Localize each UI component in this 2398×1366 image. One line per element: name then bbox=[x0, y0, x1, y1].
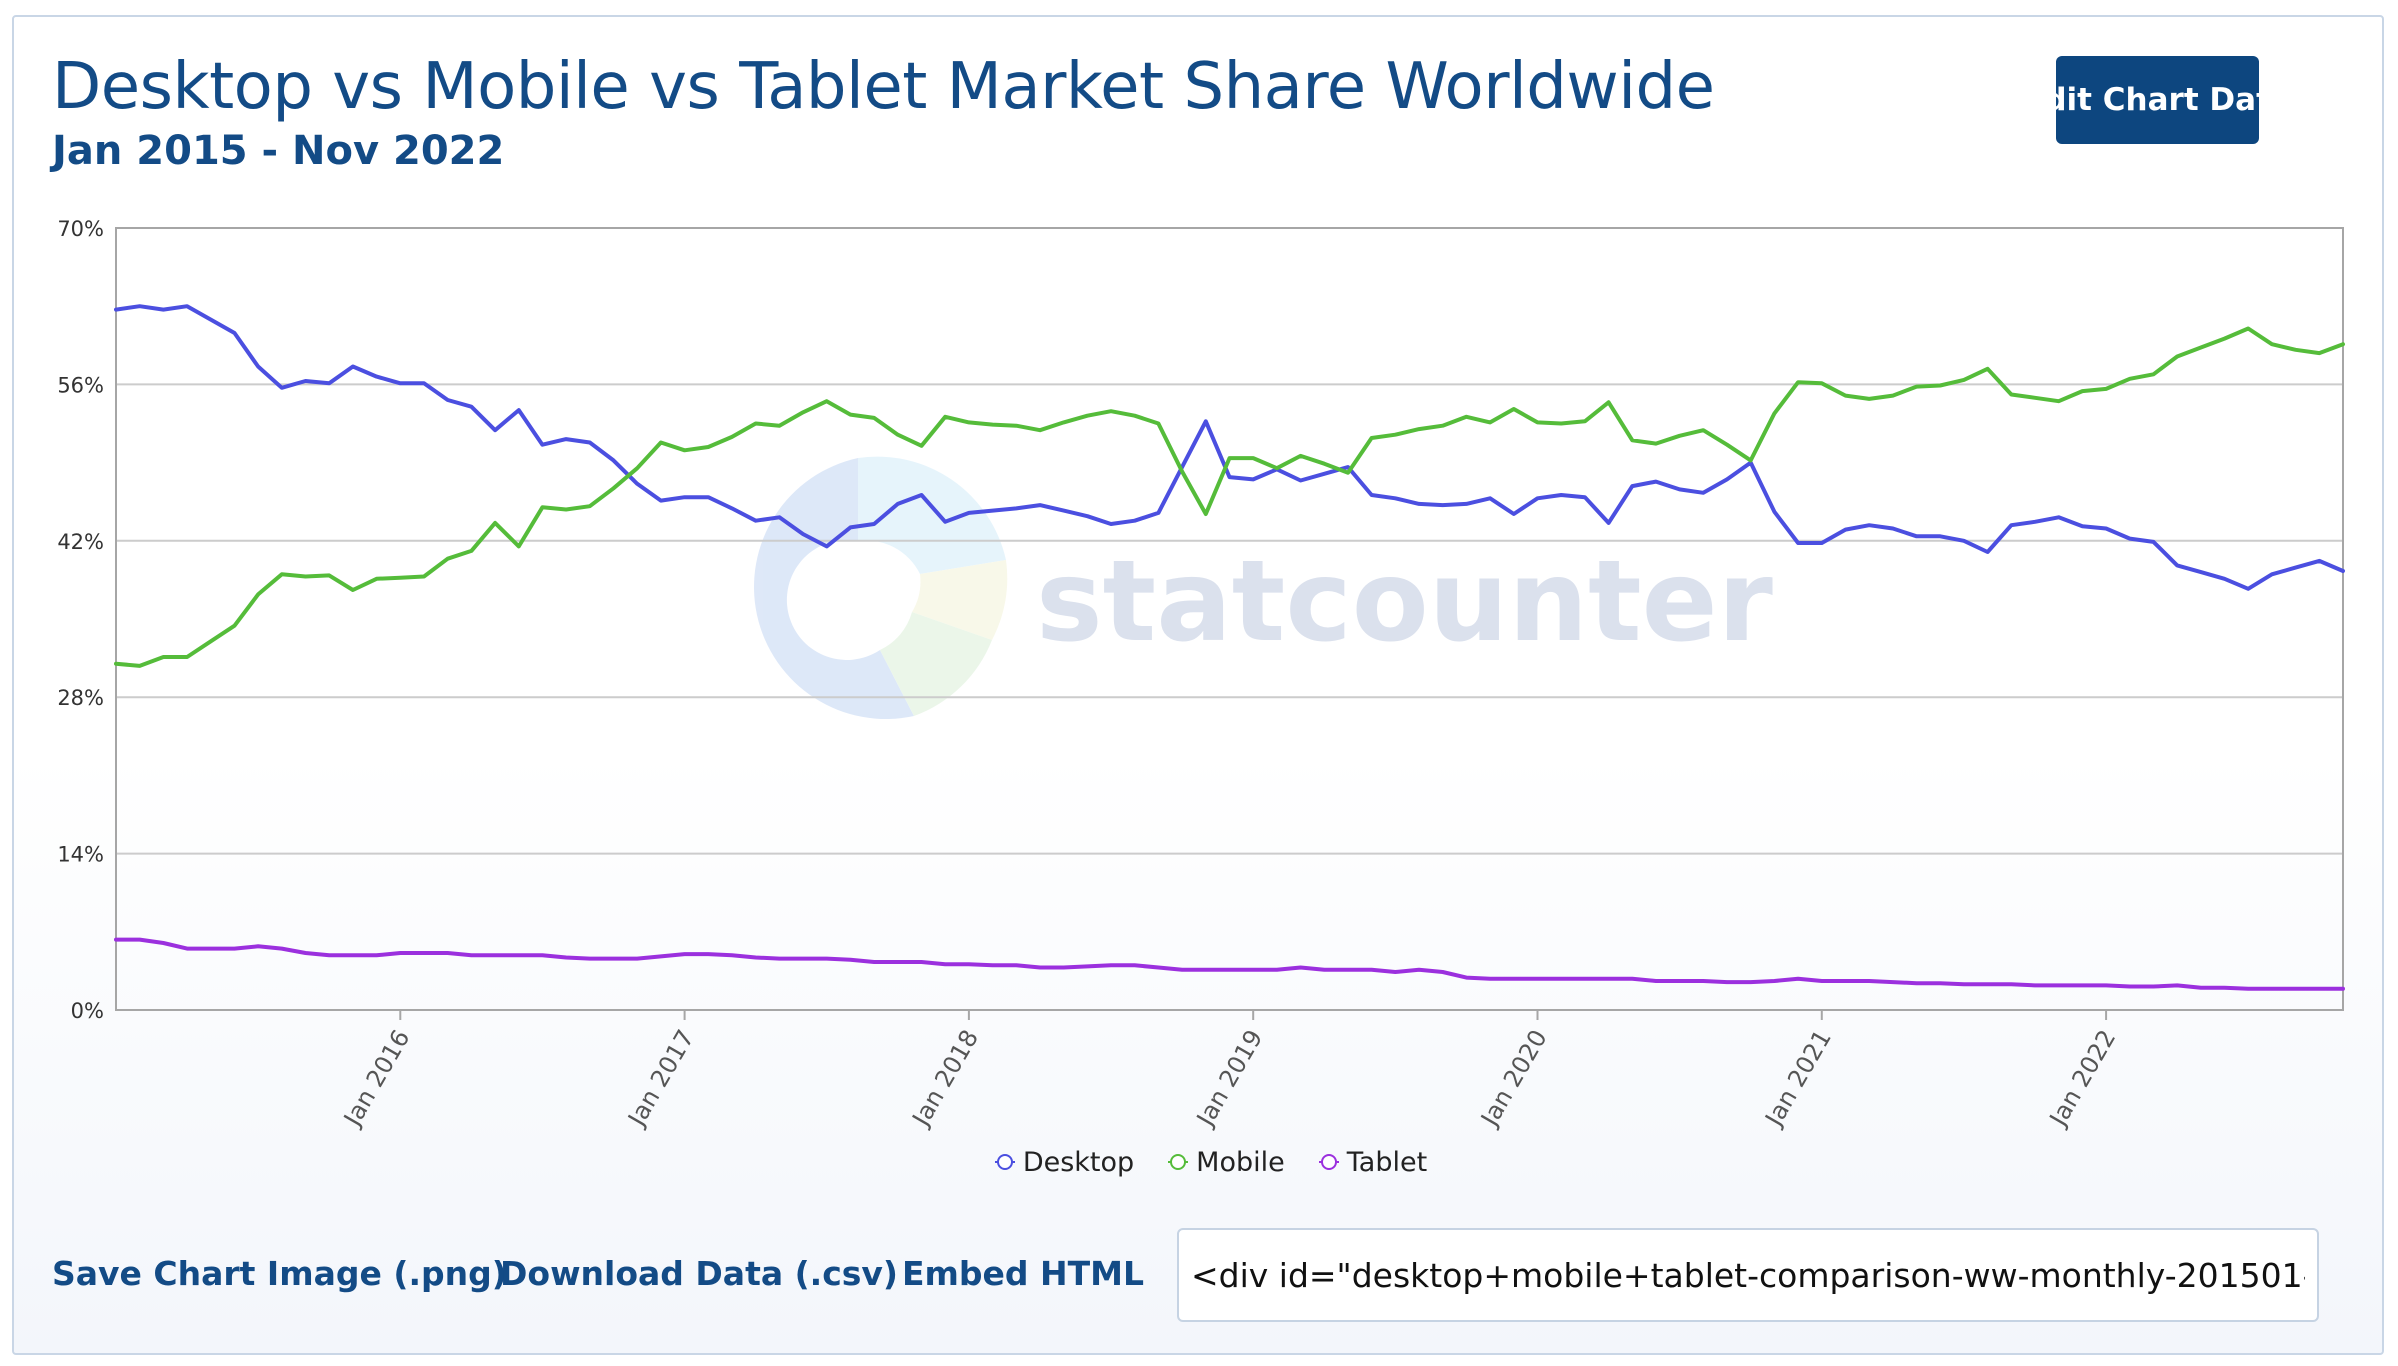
watermark-text: statcounter bbox=[1036, 537, 1773, 667]
y-tick-label: 70% bbox=[57, 217, 104, 241]
x-tick-label: Jan 2020 bbox=[1475, 1025, 1553, 1132]
embed-code-field[interactable] bbox=[1177, 1228, 2319, 1322]
series-line-desktop bbox=[114, 304, 2345, 591]
series-lines bbox=[114, 304, 2345, 991]
series-line-mobile bbox=[114, 326, 2345, 668]
chart-legend: Desktop Mobile Tablet bbox=[12, 1140, 2398, 1184]
legend-item-mobile[interactable]: Mobile bbox=[1168, 1147, 1285, 1178]
save-chart-image-link[interactable]: Save Chart Image (.png) bbox=[52, 1254, 507, 1293]
y-tick-label: 42% bbox=[57, 530, 104, 554]
legend-item-tablet[interactable]: Tablet bbox=[1318, 1146, 1428, 1178]
legend-label-tablet: Tablet bbox=[1346, 1146, 1428, 1178]
x-tick-label: Jan 2019 bbox=[1190, 1025, 1268, 1132]
x-tick-label: Jan 2016 bbox=[337, 1025, 415, 1132]
x-tick-label: Jan 2021 bbox=[1759, 1025, 1837, 1132]
download-data-link[interactable]: Download Data (.csv) bbox=[500, 1254, 899, 1293]
legend-item-desktop[interactable]: Desktop bbox=[994, 1146, 1135, 1178]
y-tick-label: 14% bbox=[57, 843, 104, 867]
legend-label-desktop: Desktop bbox=[1022, 1146, 1135, 1178]
mobile-legend-marker-icon bbox=[1168, 1154, 1189, 1170]
statcounter-watermark: statcounter bbox=[753, 456, 1773, 720]
x-axis-ticks: Jan 2016 Jan 2017 Jan 2018 Jan 2019 Jan 2020… bbox=[337, 1010, 2121, 1132]
chart-title: Desktop vs Mobile vs Tablet Market Share… bbox=[52, 50, 1715, 124]
y-axis-ticks: 0% 14% 28% 42% 56% 70% bbox=[57, 217, 104, 1023]
x-tick-label: Jan 2017 bbox=[622, 1025, 700, 1132]
y-tick-label: 0% bbox=[71, 999, 104, 1023]
plot-area-border bbox=[115, 227, 2344, 1011]
series-line-tablet bbox=[114, 937, 2345, 991]
y-tick-label: 56% bbox=[57, 373, 104, 397]
chart-container bbox=[12, 15, 2384, 1355]
x-tick-label: Jan 2022 bbox=[2043, 1025, 2121, 1132]
edit-chart-data-button[interactable]: Edit Chart Data bbox=[2023, 56, 2292, 144]
y-tick-label: 28% bbox=[57, 686, 104, 710]
legend-label-mobile: Mobile bbox=[1196, 1146, 1285, 1178]
statcounter-logo-icon bbox=[753, 456, 1008, 720]
tablet-legend-marker-icon bbox=[1318, 1154, 1339, 1170]
x-tick-label: Jan 2018 bbox=[906, 1025, 984, 1132]
chart-subtitle: Jan 2015 - Nov 2022 bbox=[52, 128, 505, 174]
embed-html-link[interactable]: Embed HTML bbox=[902, 1254, 1145, 1293]
desktop-legend-marker-icon bbox=[994, 1154, 1015, 1170]
